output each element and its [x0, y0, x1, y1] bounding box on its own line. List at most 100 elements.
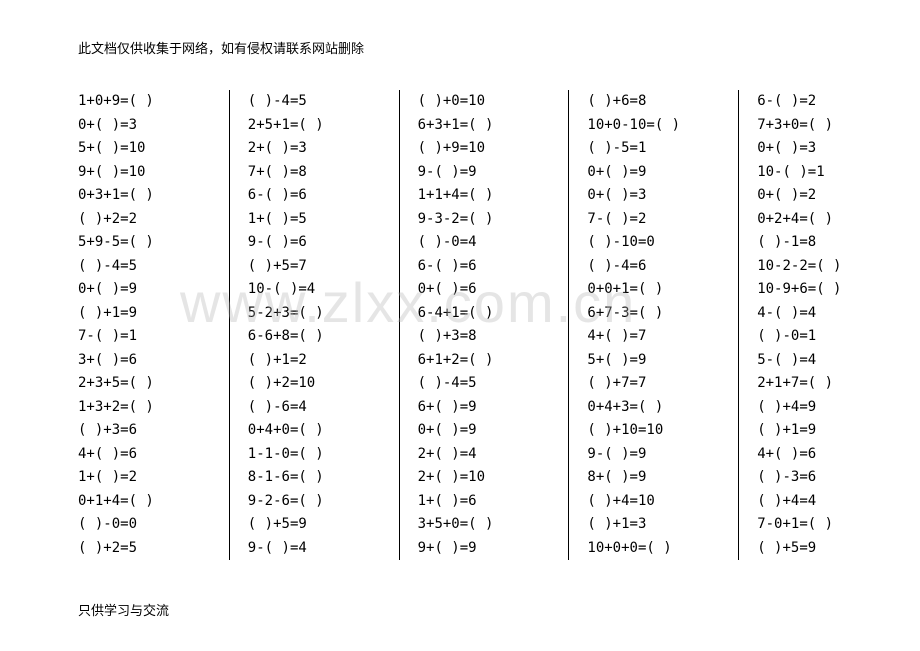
problem-row: 2+1+7=( ): [757, 372, 890, 396]
problem-row: 5+( )=9: [587, 349, 720, 373]
problem-row: ( )+2=5: [78, 537, 211, 561]
problem-row: 9-3-2=( ): [418, 208, 551, 232]
problem-row: ( )+2=10: [248, 372, 381, 396]
column-3: ( )+0=106+3+1=( )( )+9=109-( )=91+1+4=( …: [399, 90, 569, 560]
column-5: 6-( )=27+3+0=( )0+( )=310-( )=10+( )=20+…: [738, 90, 890, 560]
problem-row: ( )+3=8: [418, 325, 551, 349]
problem-row: 10-9+6=( ): [757, 278, 890, 302]
problem-row: 8-1-6=( ): [248, 466, 381, 490]
problem-row: 0+( )=3: [587, 184, 720, 208]
problem-row: 7-0+1=( ): [757, 513, 890, 537]
problem-row: 10-( )=4: [248, 278, 381, 302]
problem-row: 4+( )=6: [78, 443, 211, 467]
worksheet-content: 1+0+9=( )0+( )=35+( )=109+( )=100+3+1=( …: [78, 90, 890, 560]
problem-row: 6-( )=2: [757, 90, 890, 114]
problem-row: ( )-0=4: [418, 231, 551, 255]
problem-row: 0+( )=2: [757, 184, 890, 208]
problem-row: 0+4+0=( ): [248, 419, 381, 443]
problem-row: 1+( )=5: [248, 208, 381, 232]
problem-row: ( )-6=4: [248, 396, 381, 420]
problem-row: 7-( )=1: [78, 325, 211, 349]
problem-row: 1+( )=6: [418, 490, 551, 514]
problem-row: 10-2-2=( ): [757, 255, 890, 279]
problem-row: ( )-0=1: [757, 325, 890, 349]
problem-row: 4+( )=6: [757, 443, 890, 467]
problem-row: 6-( )=6: [418, 255, 551, 279]
problem-row: 6-6+8=( ): [248, 325, 381, 349]
problem-row: 6+7-3=( ): [587, 302, 720, 326]
problem-row: 0+3+1=( ): [78, 184, 211, 208]
problem-row: 8+( )=9: [587, 466, 720, 490]
problem-row: 7-( )=2: [587, 208, 720, 232]
problem-row: 0+0+1=( ): [587, 278, 720, 302]
problem-row: ( )-4=5: [418, 372, 551, 396]
problem-row: ( )+2=2: [78, 208, 211, 232]
problem-row: 5+9-5=( ): [78, 231, 211, 255]
footer-text: 只供学习与交流: [78, 600, 169, 619]
problem-row: ( )+7=7: [587, 372, 720, 396]
problem-row: 0+( )=3: [757, 137, 890, 161]
problem-row: ( )+4=9: [757, 396, 890, 420]
problem-row: 3+( )=6: [78, 349, 211, 373]
problem-row: 9-( )=9: [587, 443, 720, 467]
problem-row: 9-( )=9: [418, 161, 551, 185]
problem-row: 5-2+3=( ): [248, 302, 381, 326]
problem-row: ( )+5=9: [248, 513, 381, 537]
problem-row: 0+2+4=( ): [757, 208, 890, 232]
problem-row: ( )+3=6: [78, 419, 211, 443]
problem-row: ( )-4=5: [248, 90, 381, 114]
problem-row: 9-( )=6: [248, 231, 381, 255]
problem-row: ( )+1=9: [757, 419, 890, 443]
problem-row: 4-( )=4: [757, 302, 890, 326]
problem-row: 9+( )=9: [418, 537, 551, 561]
problem-row: ( )+0=10: [418, 90, 551, 114]
problem-row: ( )+1=3: [587, 513, 720, 537]
problem-row: ( )-3=6: [757, 466, 890, 490]
problem-row: 1+( )=2: [78, 466, 211, 490]
problem-row: 10-( )=1: [757, 161, 890, 185]
problem-row: 0+1+4=( ): [78, 490, 211, 514]
problem-row: 0+( )=3: [78, 114, 211, 138]
problem-row: 0+( )=9: [587, 161, 720, 185]
problem-row: ( )-4=6: [587, 255, 720, 279]
problem-row: ( )-0=0: [78, 513, 211, 537]
problem-row: ( )+5=9: [757, 537, 890, 561]
problem-row: 4+( )=7: [587, 325, 720, 349]
problem-row: 1-1-0=( ): [248, 443, 381, 467]
problem-row: 1+1+4=( ): [418, 184, 551, 208]
problem-row: 3+5+0=( ): [418, 513, 551, 537]
problem-row: 2+( )=3: [248, 137, 381, 161]
problem-row: 6+3+1=( ): [418, 114, 551, 138]
problem-row: 5+( )=10: [78, 137, 211, 161]
problem-row: 6-( )=6: [248, 184, 381, 208]
problem-row: 0+4+3=( ): [587, 396, 720, 420]
problem-row: 5-( )=4: [757, 349, 890, 373]
problem-row: ( )-1=8: [757, 231, 890, 255]
problem-row: ( )-4=5: [78, 255, 211, 279]
problem-row: ( )+5=7: [248, 255, 381, 279]
problem-row: 7+3+0=( ): [757, 114, 890, 138]
column-2: ( )-4=52+5+1=( )2+( )=37+( )=86-( )=61+(…: [229, 90, 399, 560]
problem-row: 9+( )=10: [78, 161, 211, 185]
problem-row: 7+( )=8: [248, 161, 381, 185]
problem-row: 6-4+1=( ): [418, 302, 551, 326]
problem-row: 10+0-10=( ): [587, 114, 720, 138]
problem-row: 2+3+5=( ): [78, 372, 211, 396]
column-1: 1+0+9=( )0+( )=35+( )=109+( )=100+3+1=( …: [78, 90, 229, 560]
problem-row: ( )+1=9: [78, 302, 211, 326]
problem-row: 2+( )=4: [418, 443, 551, 467]
problem-row: ( )+4=4: [757, 490, 890, 514]
problem-row: 2+( )=10: [418, 466, 551, 490]
problem-row: 6+1+2=( ): [418, 349, 551, 373]
problem-row: 1+3+2=( ): [78, 396, 211, 420]
problem-row: 9-( )=4: [248, 537, 381, 561]
problem-row: 1+0+9=( ): [78, 90, 211, 114]
problem-row: 0+( )=6: [418, 278, 551, 302]
problem-row: ( )-5=1: [587, 137, 720, 161]
problem-row: 0+( )=9: [418, 419, 551, 443]
header-disclaimer: 此文档仅供收集于网络，如有侵权请联系网站删除: [78, 38, 364, 57]
problem-row: ( )+1=2: [248, 349, 381, 373]
problem-row: ( )-10=0: [587, 231, 720, 255]
problem-row: 0+( )=9: [78, 278, 211, 302]
problem-row: ( )+6=8: [587, 90, 720, 114]
